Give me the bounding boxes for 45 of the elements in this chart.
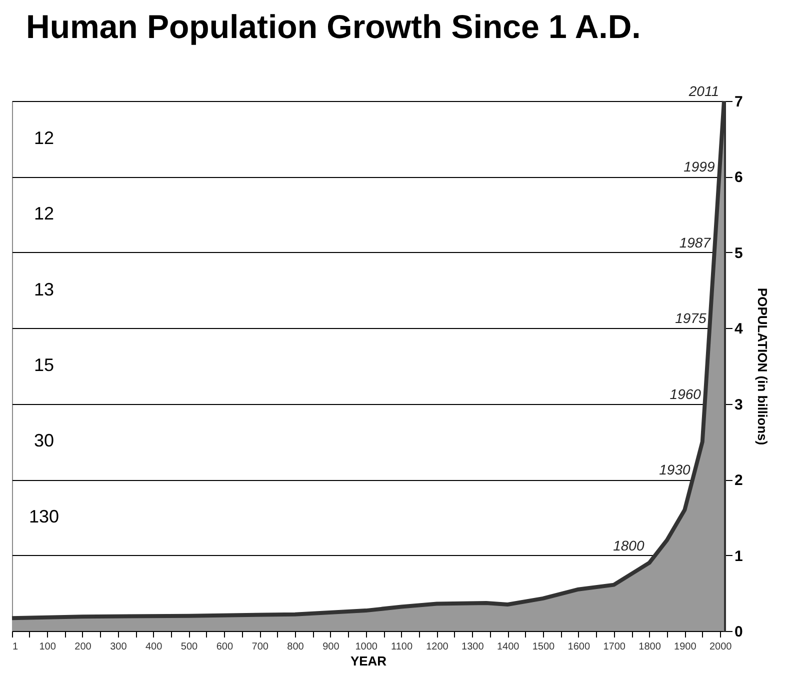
x-tick-label: 100	[39, 642, 56, 652]
x-tick-label: 1700	[603, 642, 626, 652]
y-tick-label: 4	[734, 320, 744, 338]
y-tick-label: 3	[734, 396, 743, 414]
annotation: 13	[34, 279, 54, 300]
x-tick-label: 300	[110, 642, 128, 652]
x-tick-label: 700	[252, 642, 269, 652]
annotation: 1999	[684, 158, 715, 175]
x-tick-label: 500	[180, 642, 198, 652]
x-tick-label: 400	[145, 642, 163, 652]
x-tick-label: 1500	[532, 642, 556, 652]
y-tick-label: 2	[734, 472, 743, 490]
x-tick-label: 1900	[674, 642, 697, 652]
x-tick-label: 600	[216, 642, 234, 652]
annotation: 1987	[679, 234, 712, 250]
y-tick-label: 6	[734, 169, 743, 186]
x-tick-label: 1	[12, 642, 18, 652]
chart-title: Human Population Growth Since 1 A.D.	[26, 8, 641, 45]
x-tick-label: 900	[322, 642, 340, 652]
y-tick-label: 7	[734, 94, 743, 110]
annotation: 12	[34, 204, 54, 224]
x-tick-label: 200	[74, 642, 92, 652]
annotation: 12	[34, 128, 54, 148]
annotation: 1930	[659, 462, 691, 478]
x-tick-label: 1300	[462, 642, 484, 652]
x-tick-label: 1100	[391, 642, 413, 652]
y-tick-label: 0	[734, 624, 743, 640]
x-tick-label: 1000	[355, 642, 378, 652]
annotation: 1800	[613, 537, 644, 554]
x-tick-label: 1200	[426, 642, 449, 652]
x-tick-label: 1600	[568, 642, 590, 652]
y-tick-label: 5	[734, 244, 743, 262]
annotation: 130	[28, 506, 60, 526]
x-tick-label: 1800	[638, 642, 662, 652]
x-tick-label: 2000	[709, 642, 732, 652]
annotation: 1975	[675, 310, 706, 326]
x-tick-label: 800	[287, 642, 304, 652]
annotation: 30	[34, 430, 54, 451]
annotation: 1960	[670, 386, 702, 402]
annotation: 2011	[688, 83, 719, 99]
y-tick-label: 1	[734, 548, 743, 565]
x-axis-title: YEAR	[350, 654, 388, 668]
y-axis-title: POPULATION (in billions)	[754, 288, 770, 446]
annotation: 15	[34, 355, 54, 375]
x-tick-label: 1400	[496, 642, 520, 652]
